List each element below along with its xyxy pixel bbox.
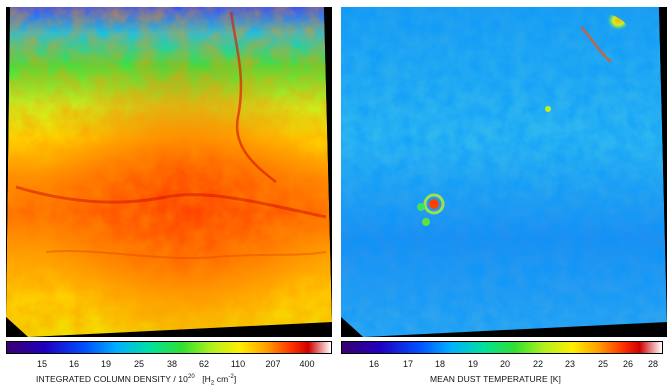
column-density-colorbar-ticks: 15 16 19 25 38 62 110 207 400 [6,359,332,371]
colorbar-tick: 19 [100,359,112,369]
colorbar-tick: 19 [467,359,479,369]
colorbar-tick: 25 [133,359,145,369]
colorbar-tick: 20 [499,359,511,369]
dust-temperature-map [341,7,667,337]
colorbar-tick: 16 [368,359,380,369]
colorbar-tick: 22 [532,359,544,369]
colorbar-tick: 62 [198,359,210,369]
colorbar-tick: 16 [68,359,80,369]
colorbar-tick: 38 [166,359,178,369]
colorbar-tick: 207 [265,359,281,369]
dust-temperature-map-panel [341,7,667,337]
colorbar-tick: 110 [230,359,246,369]
colorbar-tick: 28 [647,359,659,369]
colorbar-tick: 18 [434,359,446,369]
colorbar-tick: 17 [402,359,414,369]
colorbar-tick: 25 [597,359,609,369]
colorbar-tick: 15 [36,359,48,369]
colorbar-tick: 400 [299,359,315,369]
column-density-colorbar [6,341,332,354]
column-density-map-panel [6,7,332,337]
dust-temperature-colorbar-ticks: 16 17 18 19 20 22 23 25 26 28 [341,359,663,371]
colorbar-tick: 23 [564,359,576,369]
dust-temperature-colorbar-label: MEAN DUST TEMPERATURE [K] [430,374,561,384]
dust-temperature-colorbar [341,341,663,354]
column-density-colorbar-label: INTEGRATED COLUMN DENSITY / 1020 [H2 cm-… [36,374,237,387]
colorbar-tick: 26 [622,359,634,369]
column-density-map [6,7,332,337]
